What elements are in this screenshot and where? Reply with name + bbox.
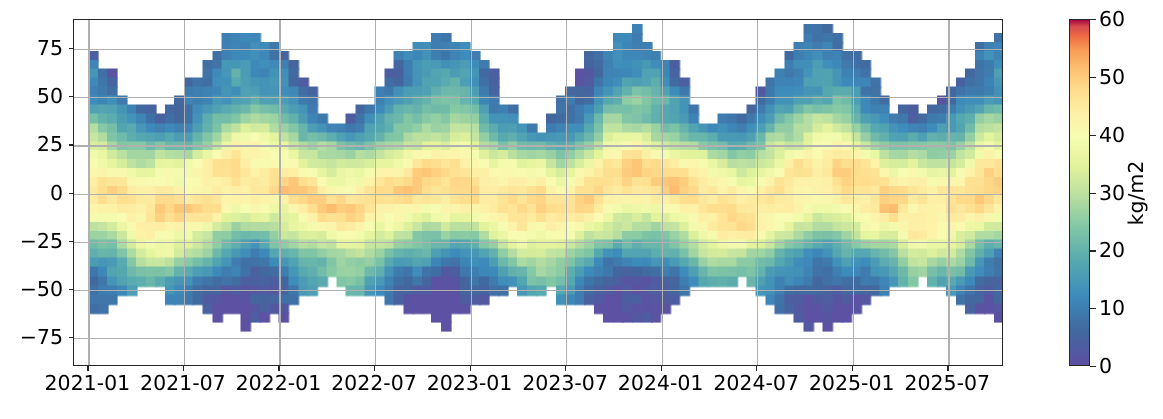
heatmap-axes (73, 19, 1003, 366)
colorbar-tick-label-3: 30 (1099, 180, 1126, 205)
colorbar-tick-6 (1090, 19, 1096, 21)
y-tick-2 (68, 144, 73, 146)
colorbar-tick-4 (1090, 134, 1096, 136)
x-tick-label-1: 2021-07 (140, 371, 226, 395)
y-tick-label-5: −50 (19, 276, 63, 301)
y-tick-label-6: −75 (19, 324, 63, 349)
colorbar-tick-5 (1090, 76, 1096, 79)
colorbar-tick-2 (1090, 250, 1096, 252)
colorbar-tick-label-0: 0 (1099, 353, 1113, 378)
y-tick-label-4: −25 (19, 228, 63, 253)
colorbar-tick-3 (1090, 192, 1096, 194)
x-tick-3 (373, 366, 376, 371)
y-tick-0 (68, 47, 73, 50)
colorbar-tick-0 (1090, 366, 1096, 368)
y-tick-5 (68, 288, 73, 291)
x-tick-label-2: 2022-01 (235, 371, 322, 395)
x-tick-label-8: 2025-01 (808, 371, 895, 395)
colorbar-tick-1 (1090, 308, 1096, 310)
y-tick-label-3: 0 (49, 180, 63, 205)
x-tick-1 (182, 366, 185, 371)
x-tick-8 (851, 366, 853, 371)
x-tick-6 (660, 366, 662, 371)
colorbar-tick-label-4: 40 (1099, 122, 1126, 147)
x-tick-label-5: 2023-07 (522, 371, 608, 395)
y-tick-label-0: 75 (36, 35, 63, 60)
colorbar-tick-label-6: 60 (1099, 6, 1126, 31)
colorbar-tick-label-5: 50 (1099, 64, 1126, 89)
y-tick-6 (68, 337, 73, 339)
colorbar (1069, 19, 1090, 366)
y-tick-1 (68, 96, 73, 98)
x-tick-label-0: 2021-01 (44, 371, 131, 395)
x-tick-0 (87, 366, 89, 371)
y-tick-label-2: 25 (36, 132, 63, 157)
x-tick-2 (278, 366, 280, 371)
x-tick-label-3: 2022-07 (331, 371, 417, 395)
colorbar-axis-label: kg/m2 (1123, 160, 1148, 226)
y-tick-4 (68, 240, 73, 242)
x-tick-7 (756, 366, 758, 371)
y-tick-label-1: 50 (36, 83, 63, 108)
x-tick-5 (565, 366, 567, 371)
x-tick-4 (469, 366, 471, 371)
colorbar-tick-label-2: 20 (1099, 238, 1126, 263)
x-tick-label-7: 2024-07 (713, 371, 799, 395)
x-tick-label-6: 2024-01 (617, 371, 704, 395)
x-tick-9 (947, 366, 949, 371)
heatmap-canvas (74, 20, 1002, 365)
x-tick-label-9: 2025-07 (904, 371, 991, 395)
y-tick-3 (68, 192, 73, 194)
colorbar-gradient (1069, 19, 1090, 366)
colorbar-tick-label-1: 10 (1099, 295, 1126, 320)
x-tick-label-4: 2023-01 (426, 371, 513, 395)
